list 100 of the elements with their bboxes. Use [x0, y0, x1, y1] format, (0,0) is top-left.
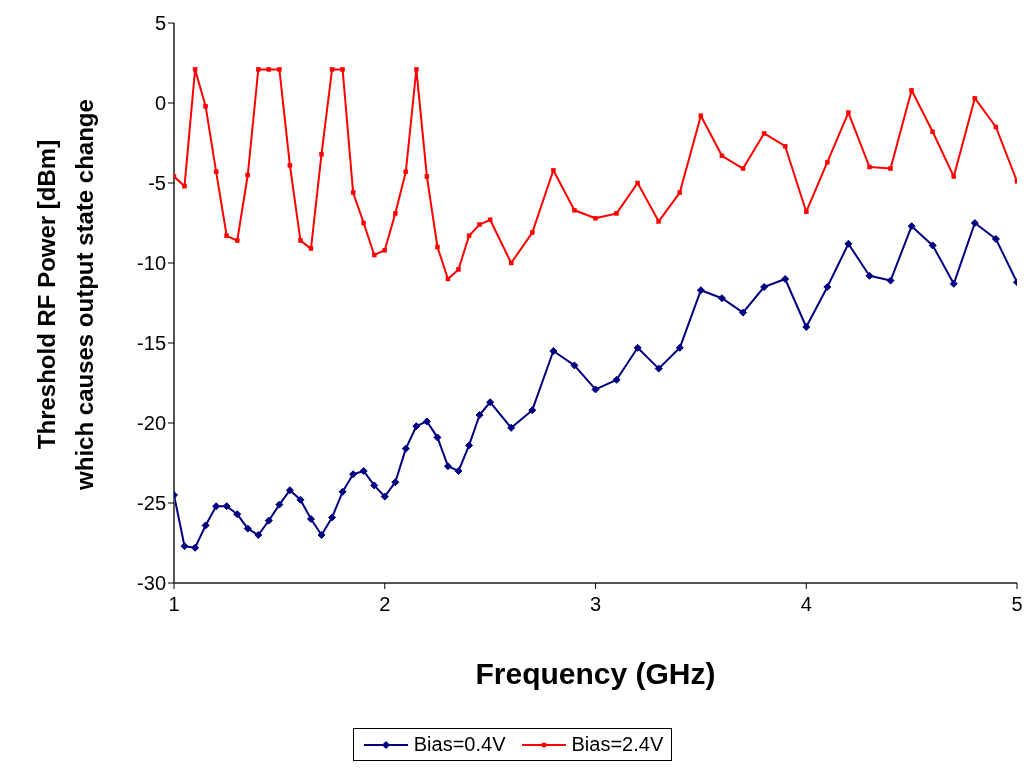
point	[391, 478, 400, 487]
point	[329, 67, 335, 72]
point	[696, 286, 705, 295]
point	[719, 153, 725, 159]
point	[174, 174, 177, 179]
point	[477, 222, 482, 227]
point	[949, 279, 958, 288]
point	[635, 180, 640, 186]
point	[393, 211, 398, 216]
point	[928, 241, 937, 250]
point	[551, 167, 556, 173]
point	[475, 411, 484, 419]
point	[192, 67, 198, 72]
point	[930, 129, 935, 135]
point	[886, 276, 895, 285]
point	[570, 361, 579, 370]
point	[349, 470, 358, 479]
point	[972, 95, 978, 101]
point	[424, 174, 430, 179]
point	[740, 166, 746, 171]
point	[256, 67, 261, 72]
point	[361, 220, 366, 226]
point	[528, 406, 537, 415]
point	[823, 283, 832, 291]
point	[287, 163, 293, 168]
point	[233, 510, 242, 519]
point	[804, 209, 809, 215]
x-tick-label: 4	[800, 593, 812, 616]
point	[593, 215, 598, 221]
point	[245, 172, 251, 178]
point	[350, 190, 356, 195]
point	[867, 164, 872, 170]
point	[371, 252, 377, 258]
y-tick-label: -5	[148, 172, 166, 195]
point	[844, 239, 853, 248]
point	[572, 207, 577, 213]
y-tick-label: 0	[154, 92, 166, 115]
point	[1014, 179, 1017, 184]
point	[970, 219, 979, 227]
point	[487, 217, 493, 223]
point	[422, 417, 431, 426]
point	[465, 441, 474, 450]
point	[865, 271, 874, 280]
point	[677, 190, 683, 195]
x-tick-label: 3	[589, 593, 602, 616]
point	[445, 276, 451, 282]
point	[234, 238, 240, 243]
point	[508, 260, 514, 266]
y-axis-title: Threshold RF Power [dBm] which causes output state change	[33, 99, 98, 491]
legend-label: Bias=2.4V	[571, 733, 664, 756]
point	[370, 481, 379, 490]
point	[382, 247, 387, 253]
point	[909, 87, 914, 93]
point	[338, 487, 347, 496]
y-tick-label: -10	[137, 252, 166, 275]
y-tick-label: -25	[137, 492, 166, 515]
x-axis-title: Frequency (GHz)	[475, 657, 716, 691]
point	[182, 183, 187, 189]
point	[507, 423, 516, 432]
point	[308, 246, 314, 251]
point	[530, 230, 535, 235]
point	[359, 467, 368, 475]
point	[761, 131, 767, 136]
point	[306, 515, 315, 523]
point	[802, 323, 811, 331]
point	[414, 67, 419, 72]
point	[254, 531, 263, 539]
point	[760, 283, 769, 291]
point	[993, 124, 999, 130]
y-tick-label: -20	[137, 412, 166, 435]
y-tick-label: -15	[137, 332, 166, 355]
point	[201, 521, 210, 530]
x-tick-label: 2	[379, 593, 391, 616]
point	[612, 375, 621, 384]
point	[549, 347, 558, 355]
point	[212, 502, 221, 511]
point	[951, 174, 957, 179]
point	[656, 219, 661, 224]
y-tick-label: -30	[137, 572, 166, 595]
point	[443, 462, 452, 471]
legend-label: Bias=0.4V	[413, 733, 506, 756]
point	[403, 169, 409, 175]
point	[675, 343, 684, 352]
point	[317, 531, 326, 539]
point	[991, 235, 1000, 243]
point	[466, 233, 472, 239]
point	[213, 169, 219, 175]
point	[433, 433, 442, 442]
point	[654, 364, 663, 373]
point	[486, 398, 495, 407]
point	[412, 422, 421, 431]
point	[435, 244, 440, 250]
x-tick-label: 5	[1011, 593, 1023, 616]
point	[781, 275, 790, 283]
point	[401, 444, 410, 453]
point	[285, 486, 294, 495]
point	[266, 67, 272, 72]
point	[191, 543, 200, 552]
point	[203, 103, 208, 109]
point	[888, 166, 893, 171]
